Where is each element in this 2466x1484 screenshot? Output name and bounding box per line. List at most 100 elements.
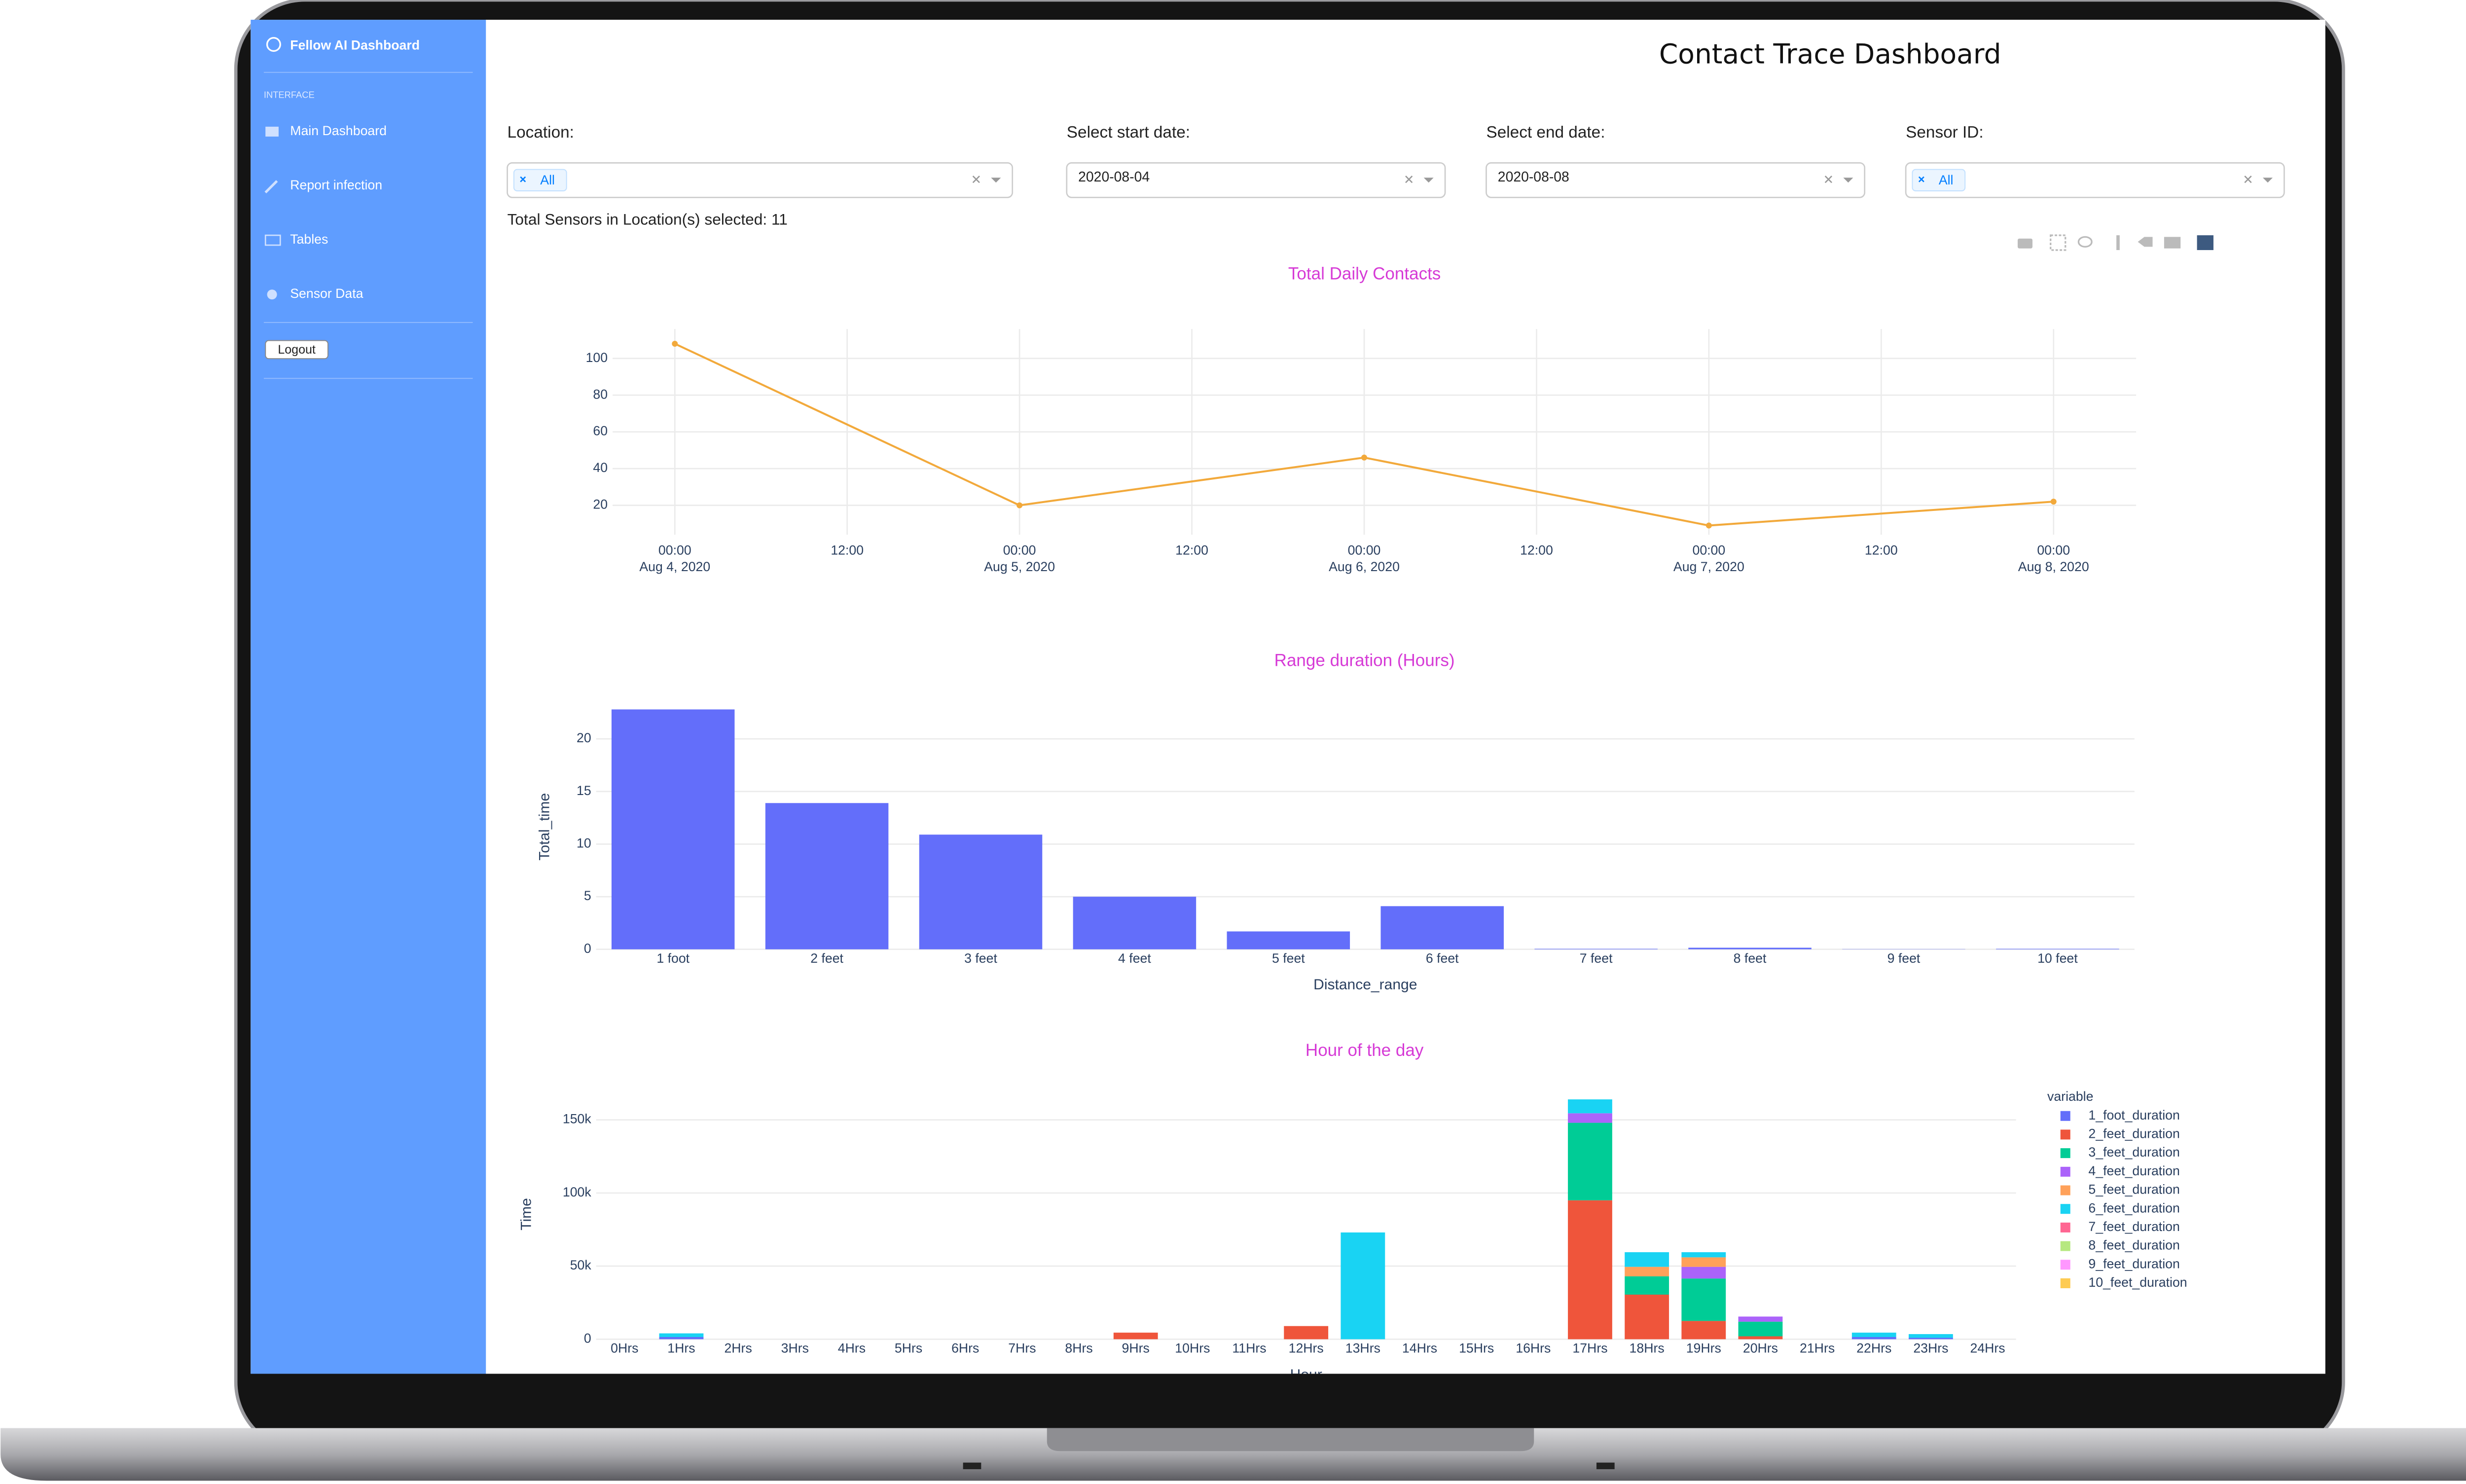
bar-segment <box>1681 1267 1726 1279</box>
y-tick-label: 0 <box>584 941 591 956</box>
bar-segment <box>1625 1267 1669 1276</box>
legend-label: 3_feet_duration <box>2088 1145 2179 1159</box>
nav-text[interactable]: Tables <box>290 232 328 247</box>
nav-item[interactable]: Main Dashboard <box>265 123 387 138</box>
point <box>2050 499 2057 505</box>
x-tick-label: 9 feet <box>1887 951 1921 966</box>
bar-segment <box>1568 1113 1612 1123</box>
modebar[interactable] <box>2017 234 2213 251</box>
nav-item[interactable]: Report infection <box>264 178 382 194</box>
bar-segment <box>1681 1252 1726 1258</box>
bar-segment <box>1568 1200 1612 1339</box>
screen <box>251 20 2325 1374</box>
x-tick-label: 4 feet <box>1118 951 1151 966</box>
nav-text[interactable]: Sensor Data <box>290 286 363 301</box>
x-tick-label: 10Hrs <box>1175 1341 1210 1356</box>
x-tick-label: 8 feet <box>1734 951 1767 966</box>
chip-text[interactable]: All <box>540 173 555 187</box>
x-tick-label: 8Hrs <box>1065 1341 1092 1356</box>
x-tick-label: 7Hrs <box>1008 1341 1036 1356</box>
bar-segment <box>1681 1321 1726 1339</box>
summary: Total Sensors in Location(s) selected: 1… <box>508 210 788 228</box>
section-label: INTERFACE <box>264 89 315 100</box>
brand: Fellow AI Dashboard <box>290 37 420 52</box>
bar-segment <box>1738 1321 1783 1337</box>
x-tick-label: 5 feet <box>1272 951 1305 966</box>
x-tick-label: 00:00 Aug 6, 2020 <box>1329 543 1400 574</box>
x-tick-label: 5Hrs <box>895 1341 922 1356</box>
nav-item[interactable]: Tables <box>264 232 328 247</box>
x-tick-label: 12Hrs <box>1289 1341 1324 1356</box>
legend-label: 10_feet_duration <box>2088 1275 2187 1290</box>
x-tick-label: 6Hrs <box>951 1341 979 1356</box>
page-title: Contact Trace Dashboard <box>1659 38 2001 70</box>
chip-text[interactable]: All <box>1939 173 1954 187</box>
x-tick-label: 15Hrs <box>1459 1341 1494 1356</box>
x-tick-label: 12:00 <box>831 543 864 558</box>
legend-swatch <box>2060 1260 2070 1270</box>
bar <box>1227 931 1350 949</box>
x-tick-label: 2Hrs <box>724 1341 752 1356</box>
chart-title: Total Daily Contacts <box>1288 264 1441 283</box>
x-tick-label: 14Hrs <box>1402 1341 1437 1356</box>
y-tick-label: 100k <box>563 1185 592 1199</box>
y-tick-label: 80 <box>593 387 608 401</box>
nav-text[interactable]: Report infection <box>290 178 382 192</box>
bar-segment <box>1908 1338 1953 1339</box>
screen-content: Fellow AI Dashboard INTERFACE Main Dashb… <box>251 20 2285 1383</box>
dropdown-value[interactable]: 2020-08-08 <box>1498 169 1569 185</box>
logout-button[interactable]: Logout <box>265 340 328 360</box>
bar <box>765 803 889 949</box>
point <box>1705 522 1712 529</box>
nav-text[interactable]: Main Dashboard <box>290 123 387 138</box>
x-tick-label: 00:00 Aug 4, 2020 <box>639 543 710 574</box>
x-tick-label: 2 feet <box>810 951 843 966</box>
y-tick-label: 50k <box>570 1258 592 1272</box>
x-tick-label: 0Hrs <box>611 1341 638 1356</box>
dropdown[interactable]: All <box>1905 162 2285 198</box>
x-tick-label: 00:00 Aug 5, 2020 <box>984 543 1055 574</box>
x-tick-label: 13Hrs <box>1345 1341 1380 1356</box>
dropdown[interactable]: All <box>507 162 1014 198</box>
x-axis-title: Hour <box>1290 1367 1322 1383</box>
x-tick-label: 22Hrs <box>1856 1341 1891 1356</box>
bar <box>919 834 1043 949</box>
legend-label: 7_feet_duration <box>2088 1219 2179 1234</box>
sidebar <box>251 20 486 1374</box>
x-axis-title: Distance_range <box>1313 977 1417 993</box>
legend-swatch <box>2060 1222 2070 1232</box>
bar-segment <box>1568 1099 1612 1114</box>
legend-title: variable <box>2047 1089 2093 1104</box>
logout-text[interactable]: Logout <box>278 343 316 357</box>
y-tick-label: 5 <box>584 888 591 903</box>
x-tick-label: 11Hrs <box>1232 1341 1266 1356</box>
x-tick-label: 1 foot <box>656 951 689 966</box>
filter-label: Sensor ID: <box>1906 123 1984 142</box>
bar-segment <box>1625 1294 1669 1339</box>
x-tick-label: 18Hrs <box>1630 1341 1665 1356</box>
bar-segment <box>1625 1252 1669 1267</box>
legend-swatch <box>2060 1241 2070 1251</box>
legend-swatch <box>2060 1148 2070 1158</box>
x-tick-label: 10 feet <box>2037 951 2078 966</box>
legend-label: 1_foot_duration <box>2088 1108 2179 1122</box>
foot <box>1596 1462 1615 1469</box>
point <box>1016 502 1023 508</box>
y-tick-label: 20 <box>593 497 608 512</box>
dropdown[interactable]: 2020-08-04 <box>1066 162 1446 198</box>
x-tick-label: 3 feet <box>964 951 997 966</box>
nav-item[interactable]: Sensor Data <box>267 286 363 301</box>
bar <box>1688 947 1812 949</box>
y-tick-label: 60 <box>593 424 608 438</box>
dropdown-value[interactable]: 2020-08-04 <box>1078 169 1150 185</box>
dropdown[interactable]: 2020-08-08 <box>1486 162 1866 198</box>
bar-segment <box>1341 1232 1385 1339</box>
x-tick-label: 1Hrs <box>667 1341 695 1356</box>
legend-swatch <box>2060 1129 2070 1140</box>
legend-swatch <box>2060 1204 2070 1214</box>
bar <box>1073 897 1197 949</box>
legend-label: 6_feet_duration <box>2088 1200 2179 1215</box>
laptop-notch <box>1047 1428 1534 1451</box>
y-tick-label: 20 <box>577 730 591 745</box>
